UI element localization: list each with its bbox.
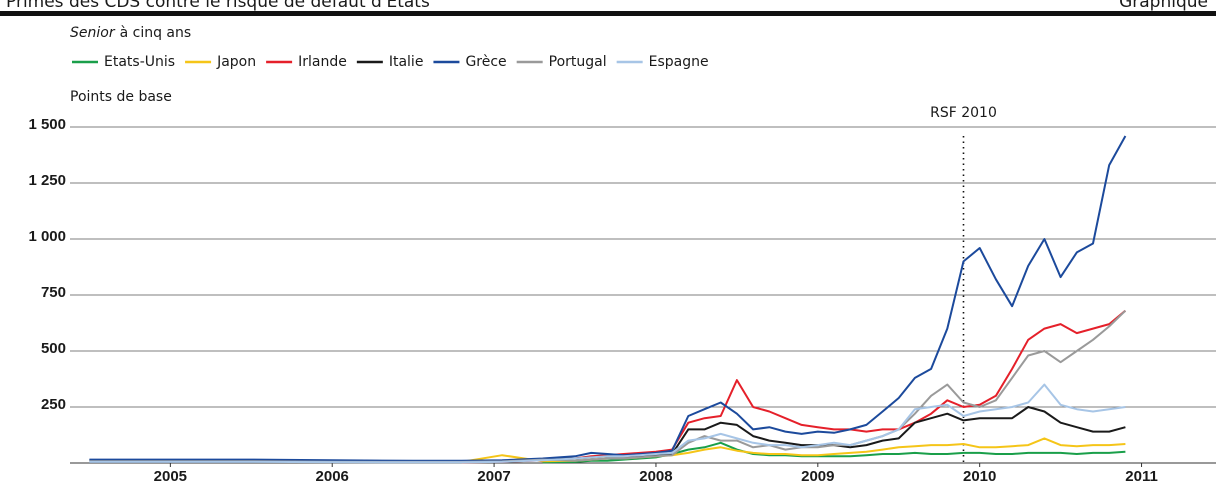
legend-label: Etats-Unis [104,54,175,70]
series-line [461,309,1127,464]
legend-label: Irlande [298,54,347,70]
y-tick-label: 1 500 [28,116,66,133]
y-axis-label: Points de base [70,89,172,105]
series-line [89,309,1127,463]
chart-title: Primes des CDS contre le risque de défau… [6,0,430,12]
x-tick-label: 2009 [801,468,834,485]
header-rule [0,11,1216,16]
x-tick-label: 2010 [963,468,996,485]
x-tick-label: 2005 [154,468,187,485]
legend-label: Italie [389,54,424,70]
annotation-text: RSF 2010 [930,105,997,121]
legend-label: Espagne [649,54,709,70]
x-tick-label: 2007 [477,468,510,485]
series-line [89,383,1126,464]
x-tick-label: 2008 [639,468,672,485]
y-tick-label: 1 250 [28,172,66,189]
y-tick-label: 750 [41,284,66,301]
x-tick-label: 2011 [1125,468,1158,485]
legend-label: Grèce [465,54,506,70]
y-tick-label: 500 [41,340,66,357]
y-tick-label: 250 [41,396,66,413]
subtitle: à cinq ans [120,25,192,41]
legend-label: Portugal [549,54,607,70]
y-tick-label: 1 000 [28,228,66,245]
series-line [542,441,1126,464]
subtitle-italic: Senior [70,25,116,41]
series-line [89,135,1127,462]
legend-label: Japon [216,54,256,70]
x-tick-label: 2006 [316,468,349,485]
chart-label: Graphique [1119,0,1208,12]
